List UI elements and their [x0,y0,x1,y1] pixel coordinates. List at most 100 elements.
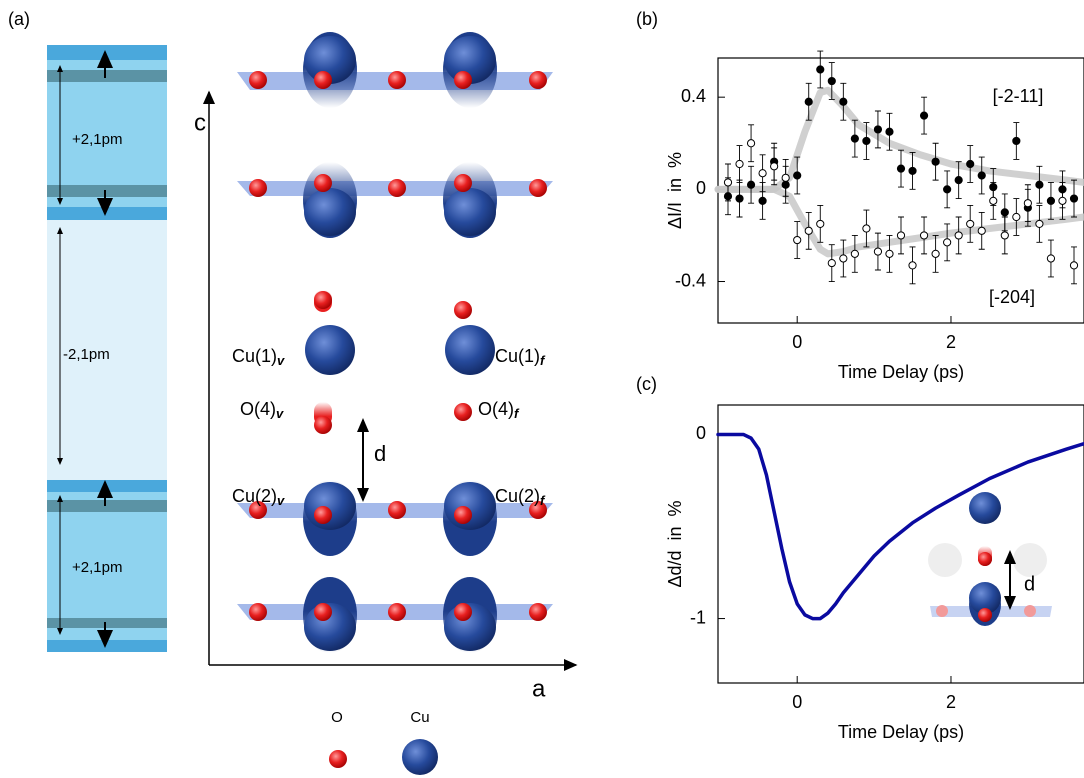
y-tick-label: -0.4 [675,270,706,290]
x-axis-label: Time Delay (ps) [838,362,964,382]
data-point [816,219,825,229]
data-point [919,231,929,240]
data-point [804,97,813,106]
y-axis-label: Δd/d in % [665,500,685,587]
data-point [723,178,733,187]
data-point [1000,231,1009,240]
curve [714,185,1084,258]
data-point [943,238,952,247]
y-axis-label: ΔI/I in % [665,152,685,229]
data-point [1046,196,1056,205]
data-point [862,224,871,233]
data-point [954,231,963,240]
x-tick-label: 0 [792,692,802,712]
inset [928,492,1052,626]
data-point [908,166,917,176]
data-point [827,76,836,86]
data-point [746,180,756,189]
data-point [931,249,940,258]
data-point [839,254,848,263]
plot-area [714,50,1084,285]
y-tick-label: -1 [690,607,706,627]
x-axis-label: Time Delay (ps) [838,722,964,742]
series-label: [-2-11] [993,86,1044,106]
data-point [781,173,790,182]
axis-label: c [194,109,206,136]
x-tick-label: 2 [946,692,956,712]
data-point [1046,254,1056,263]
data-point [793,171,802,180]
axis-label: a [532,675,546,702]
strain-label: +2,1pm [72,559,122,576]
data-point [1058,196,1067,205]
data-point [758,196,767,205]
y-tick-label: 0.4 [681,86,706,106]
data-point [989,196,998,205]
data-point [735,159,744,169]
data-point [919,111,929,120]
y-tick-label: 0 [696,178,706,198]
data-point [873,125,883,134]
data-point [1035,180,1044,189]
data-point [770,162,779,171]
cu-atoms [303,32,497,653]
data-point [885,127,894,136]
legend-cu [402,739,438,775]
inset-label: d [1024,573,1035,595]
site-label: Cu(1)v [232,346,285,369]
site-label: O(4)f [478,399,520,422]
data-point [896,231,906,240]
data-point [862,136,871,146]
data-point [746,139,756,148]
data-point [966,219,975,229]
o-atoms [249,71,547,621]
distance-label: d [374,441,386,466]
data-point [793,235,802,245]
data-point [908,261,917,270]
panel-label: (b) [636,9,658,29]
data-point [977,171,986,180]
strain-label: +2,1pm [72,131,122,148]
series-label: [-204] [989,287,1035,307]
data-point [827,258,836,268]
y-tick-label: 0 [696,423,706,443]
legend-o [329,750,347,768]
site-label: Cu(2)f [495,486,546,509]
curve [714,86,1084,193]
data-point [1000,208,1009,217]
data-point [977,226,986,235]
site-label: Cu(1)f [495,346,546,369]
plot-area [716,432,1084,621]
data-point [1023,199,1032,208]
data-point [839,97,848,106]
panel-label: (a) [8,9,30,29]
data-point [873,247,883,256]
curve [716,432,1084,621]
site-label: O(4)v [240,399,284,422]
data-point [1069,261,1079,270]
data-point [758,169,767,178]
site-label: Cu(2)v [232,486,285,509]
legend-label: O [331,709,343,726]
panel-label: (c) [636,374,657,394]
strain-bars [47,45,167,652]
data-point [885,249,894,258]
data-point [1012,212,1021,222]
legend-label: Cu [410,709,429,726]
strain-label: -2,1pm [63,346,110,363]
x-tick-label: 0 [792,332,802,352]
data-point [954,176,963,185]
data-point [850,134,859,143]
plot-frame [717,404,1084,684]
data-point [896,164,906,173]
data-point [816,65,825,74]
data-point [966,159,975,169]
x-tick-label: 2 [946,332,956,352]
data-point [1012,136,1021,146]
data-point [1035,219,1044,229]
data-point [943,185,952,194]
data-point [1069,194,1079,203]
data-point [735,194,744,203]
data-point [850,249,859,258]
